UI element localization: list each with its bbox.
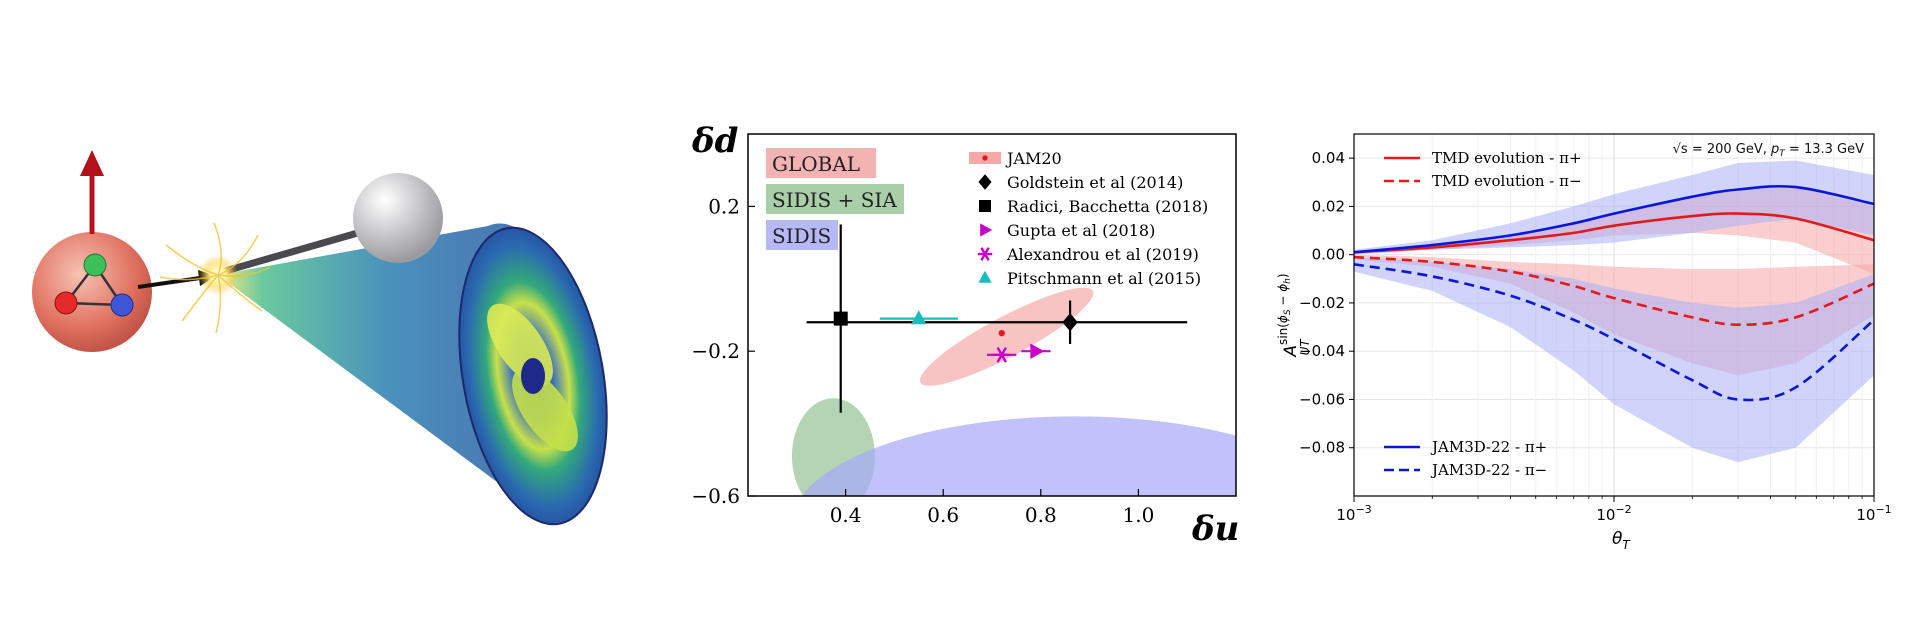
- transversity-chart: 0.4 0.6 0.8 1.0 0.2 −0.2 −0.6 δu δd GLOBAL SID…: [691, 121, 1239, 549]
- legend-item-jam3d-22: JAM3D-22 - π+: [1384, 438, 1547, 456]
- y-tick-label: −0.6: [691, 484, 740, 508]
- x-tick-label: 1.0: [1122, 503, 1154, 527]
- series-gupta-et-al-2018: [1021, 343, 1051, 359]
- legend-marker: [978, 174, 992, 190]
- legend-item-goldstein-et-al-2014: Goldstein et al (2014): [978, 173, 1183, 192]
- y-tick-label: −0.02: [1299, 294, 1345, 312]
- data-point: [1030, 343, 1045, 359]
- y-tick-label: −0.08: [1299, 439, 1345, 457]
- x-tick-label: 10−1: [1856, 503, 1891, 524]
- annotation: √s = 200 GeV, pT = 13.3 GeV: [1673, 142, 1864, 159]
- region-label-sidis: SIDIS: [772, 224, 831, 248]
- legend-label: Alexandrou et al (2019): [1006, 245, 1199, 264]
- data-point: [911, 310, 927, 325]
- quark-blue: [110, 293, 134, 317]
- legend-marker: [980, 223, 993, 237]
- svg-text:θT: θT: [1612, 529, 1631, 552]
- data-point: [993, 346, 1011, 363]
- asymmetry-chart: 0.04 0.02 0.00 −0.02 −0.04 −0.06 −0.08 10−3 10−2…: [1276, 133, 1892, 552]
- legend-item-tmd-evolution: TMD evolution - π−: [1384, 172, 1582, 190]
- legend-item-jam3d-22: JAM3D-22 - π−: [1384, 461, 1547, 479]
- y-tick-label: 0.04: [1312, 149, 1345, 167]
- confidence-regions: [791, 287, 1236, 496]
- uncertainty-bands: [1354, 160, 1874, 463]
- y-tick-label: 0.00: [1312, 246, 1345, 264]
- legend-marker: [982, 155, 988, 161]
- data-point-stroke: [996, 346, 1007, 363]
- series-radici-bacchetta-2018: [833, 224, 848, 413]
- data-points: [806, 224, 1188, 413]
- legend-label: Gupta et al (2018): [1007, 221, 1155, 240]
- band-jam3d-22: [1354, 257, 1874, 463]
- y-tick-label: −0.06: [1299, 390, 1345, 408]
- line-jam3d-22: [1354, 263, 1874, 402]
- legend-item-jam20: JAM20: [969, 149, 1062, 168]
- legend-label: TMD evolution - π+: [1432, 149, 1582, 167]
- legend: JAM20 Goldstein et al (2014) Radici, Bacch…: [969, 149, 1208, 288]
- series-lines: [1354, 184, 1874, 402]
- series-jam20: [998, 329, 1005, 337]
- region-label-global: GLOBAL: [772, 152, 860, 176]
- y-axis-label: Asin(ϕS − ϕh)UT: [1276, 273, 1312, 357]
- legend-marker: [977, 247, 993, 261]
- line-tmd-evolution: [1354, 212, 1874, 254]
- data-point: [998, 329, 1005, 337]
- y-tick-label: −0.2: [691, 339, 740, 363]
- x-tick-label: 10−3: [1336, 503, 1371, 524]
- legend-label: JAM3D-22 - π+: [1430, 438, 1547, 456]
- x-axis-label: θT: [1612, 529, 1631, 552]
- collision-flash: [159, 222, 271, 334]
- legend-label: Goldstein et al (2014): [1007, 173, 1183, 192]
- illustration-panel: [32, 150, 608, 526]
- legend-label: Pitschmann et al (2015): [1007, 269, 1201, 288]
- legend-item-radici-bacchetta-2018: Radici, Bacchetta (2018): [979, 197, 1208, 216]
- legend-item-pitschmann-et-al-2015: Pitschmann et al (2015): [978, 269, 1201, 288]
- y-axis-label: δd: [691, 121, 739, 161]
- quark-red: [54, 291, 78, 315]
- series-goldstein-et-al-2014: [806, 300, 1188, 344]
- legend-item-alexandrou-et-al-2019: Alexandrou et al (2019): [977, 245, 1199, 264]
- region-sidis: [802, 416, 1236, 496]
- series-alexandrou-et-al-2019: [987, 346, 1017, 363]
- band-jam3d-22: [1354, 160, 1874, 255]
- y-tick-label: 0.02: [1312, 197, 1345, 215]
- legend: TMD evolution - π+ TMD evolution - π− JAM3…: [1384, 149, 1582, 479]
- x-axis-label: δu: [1191, 509, 1239, 549]
- legend-marker-stroke: [980, 247, 990, 261]
- region-global: [919, 287, 1094, 386]
- x-tick-label: 0.6: [927, 503, 959, 527]
- legend-item-gupta-et-al-2018: Gupta et al (2018): [980, 221, 1155, 240]
- legend-label: TMD evolution - π−: [1432, 172, 1582, 190]
- y-tick-label: −0.04: [1299, 342, 1345, 360]
- legend-label: Radici, Bacchetta (2018): [1007, 197, 1208, 216]
- outgoing-hadron: [218, 173, 443, 276]
- axis-ticks: 0.04 0.02 0.00 −0.02 −0.04 −0.06 −0.08 10−3 10−2…: [1299, 149, 1892, 524]
- legend-label: JAM20: [1005, 149, 1062, 168]
- x-tick-label: 0.8: [1025, 503, 1057, 527]
- proton-sphere: [32, 232, 152, 352]
- legend-label: JAM3D-22 - π−: [1430, 461, 1547, 479]
- svg-text:Asin(ϕS − ϕh)UT: Asin(ϕS − ϕh)UT: [1276, 273, 1312, 357]
- data-point: [833, 311, 848, 326]
- detector-disc: [458, 226, 608, 526]
- x-tick-label: 10−2: [1596, 503, 1631, 524]
- y-tick-label: 0.2: [708, 194, 740, 218]
- series-pitschmann-et-al-2015: [879, 310, 958, 325]
- region-labels: GLOBAL SIDIS + SIA SIDIS: [766, 148, 904, 250]
- legend-item-tmd-evolution: TMD evolution - π+: [1384, 149, 1582, 167]
- line-jam3d-22: [1354, 184, 1874, 254]
- legend-marker: [979, 200, 991, 212]
- quark-green: [83, 253, 107, 277]
- line-tmd-evolution: [1354, 255, 1874, 327]
- spin-arrow: [80, 150, 104, 234]
- x-tick-label: 0.4: [830, 503, 862, 527]
- axis-ticks: 0.4 0.6 0.8 1.0 0.2 −0.2 −0.6: [691, 194, 1154, 527]
- legend-marker: [978, 270, 992, 283]
- data-point: [1062, 313, 1078, 332]
- region-label-sidis-sia: SIDIS + SIA: [772, 188, 897, 212]
